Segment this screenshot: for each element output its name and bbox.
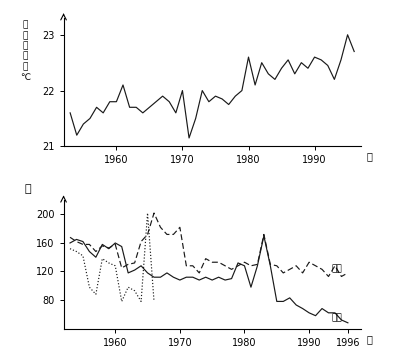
Text: 景洪: 景洪 — [331, 313, 342, 322]
Text: 日: 日 — [25, 184, 31, 194]
Text: 年
平
均
気
温
℃: 年 平 均 気 温 ℃ — [20, 21, 30, 82]
Text: 年: 年 — [366, 334, 372, 344]
Text: 年: 年 — [366, 152, 372, 162]
Text: 動脄: 動脄 — [331, 264, 342, 273]
